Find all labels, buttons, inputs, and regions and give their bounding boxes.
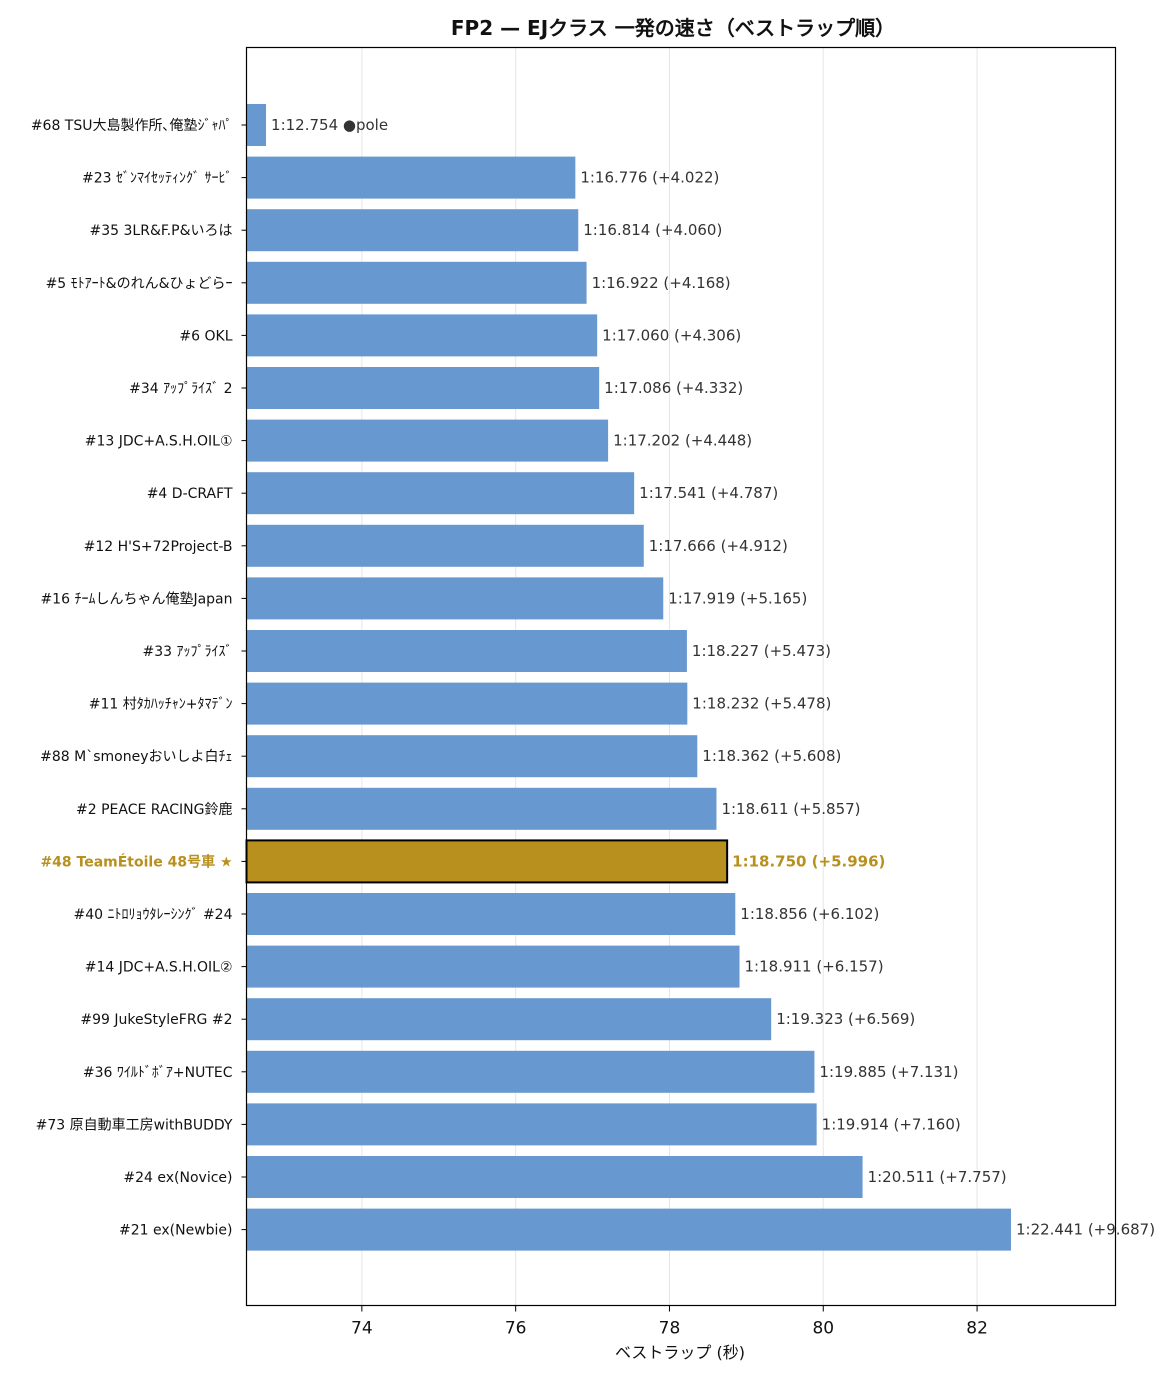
bar <box>246 787 717 830</box>
bars <box>245 104 1011 1251</box>
bar-highlight <box>245 839 729 884</box>
y-tick-label: #40 ﾆﾄﾛﾘｮｳﾀﾚｰｼﾝｸﾞ #24 <box>74 907 233 923</box>
y-tick-label: #16 ﾁｰﾑしんちゃん俺塾Japan <box>40 591 232 607</box>
data-label: 1:19.885 (+7.131) <box>819 1063 958 1081</box>
data-label: 1:17.919 (+5.165) <box>668 589 807 607</box>
data-label: 1:18.611 (+5.857) <box>721 800 860 818</box>
data-label: 1:12.754 ●pole <box>271 116 388 134</box>
bar <box>246 156 576 199</box>
bar <box>246 472 635 515</box>
y-tick-label: #88 M`smoneyおいしよ白ﾁｪ <box>40 749 232 765</box>
data-label: 1:17.666 (+4.912) <box>649 537 788 555</box>
data-label: 1:22.441 (+9.687) <box>1016 1221 1155 1239</box>
bar <box>246 367 600 409</box>
grid-lines <box>361 47 978 1306</box>
plot-frame <box>245 46 1117 1307</box>
bar <box>246 261 587 304</box>
y-tick-label: #6 OKL <box>179 328 232 344</box>
x-tick-label: 74 <box>351 1319 373 1339</box>
bar <box>246 524 644 567</box>
y-tick-label: #14 JDC+A.S.H.OIL② <box>85 960 233 976</box>
y-tick-label: #2 PEACE RACING鈴鹿 <box>76 801 233 818</box>
bar <box>246 1103 817 1146</box>
y-tick-label: #34 ｱｯﾌﾟﾗｲｽﾞ 2 <box>129 381 232 397</box>
y-tick-label: #4 D-CRAFT <box>147 486 233 502</box>
data-label: 1:18.750 (+5.996) <box>732 852 885 870</box>
bar <box>246 682 688 725</box>
chart-title: FP2 — EJクラス 一発の速さ（ベストラップ順） <box>451 16 895 40</box>
y-tick-label: #73 原自動車工房withBUDDY <box>36 1116 233 1133</box>
y-tick-labels: #68 TSU大島製作所､俺塾ｼﾞｬﾊﾟ #23 ｾﾞﾝﾏｲｾｯﾃｨﾝｸﾞ ｻｰﾋ… <box>31 118 247 1239</box>
data-label: 1:20.511 (+7.757) <box>868 1168 1007 1186</box>
bar <box>246 577 664 620</box>
data-label: 1:18.232 (+5.478) <box>692 695 831 713</box>
bar <box>246 630 687 672</box>
data-label: 1:18.362 (+5.608) <box>702 747 841 765</box>
y-tick-label: #21 ex(Newbie) <box>119 1223 233 1239</box>
data-label: 1:16.776 (+4.022) <box>580 169 719 187</box>
y-tick-label: #35 3LR&F.P&いろは <box>90 223 233 239</box>
y-tick-label: #24 ex(Novice) <box>123 1170 232 1186</box>
bar <box>246 1050 815 1093</box>
x-tick-label: 80 <box>812 1319 834 1339</box>
y-tick-label: #48 TeamÉtoile 48号車 ★ <box>40 853 232 870</box>
y-tick-label: #11 村ﾀｶﾊｯﾁｬﾝ+ﾀﾏﾃﾞﾝ <box>89 697 233 713</box>
data-label: 1:17.202 (+4.448) <box>613 432 752 450</box>
y-tick-label: #13 JDC+A.S.H.OIL① <box>85 434 233 450</box>
data-label: 1:16.922 (+4.168) <box>592 274 731 292</box>
y-tick-label: #5 ﾓﾄｱｰﾄ&のれん&ひょどらｰ <box>46 276 233 292</box>
data-label: 1:18.227 (+5.473) <box>692 642 831 660</box>
data-label: 1:18.856 (+6.102) <box>740 905 879 923</box>
data-label: 1:18.911 (+6.157) <box>745 958 884 976</box>
y-tick-label: #99 JukeStyleFRG #2 <box>80 1012 232 1028</box>
x-tick-label: 82 <box>966 1319 988 1339</box>
x-tick-label: 76 <box>505 1319 527 1339</box>
bar <box>246 1208 1011 1251</box>
data-label: 1:19.323 (+6.569) <box>776 1010 915 1028</box>
x-tick-labels: 74 76 78 80 82 <box>351 1305 988 1339</box>
bar <box>246 419 609 462</box>
data-label: 1:17.086 (+4.332) <box>604 379 743 397</box>
bar <box>246 735 698 778</box>
x-tick-label: 78 <box>659 1319 681 1339</box>
data-label: 1:19.914 (+7.160) <box>822 1115 961 1133</box>
y-tick-label: #36 ﾜｲﾙﾄﾞﾎﾞｱ+NUTEC <box>83 1065 233 1081</box>
y-tick-label: #23 ｾﾞﾝﾏｲｾｯﾃｨﾝｸﾞ ｻｰﾋﾞ <box>82 171 232 187</box>
bar <box>246 998 772 1041</box>
y-tick-label: #12 H'S+72Project-B <box>84 539 233 555</box>
bar <box>246 209 579 252</box>
bar <box>246 314 598 357</box>
y-tick-label: #68 TSU大島製作所､俺塾ｼﾞｬﾊﾟ <box>31 118 233 134</box>
x-axis-label: ベストラップ (秒) <box>615 1343 745 1362</box>
bar <box>246 1156 863 1198</box>
data-labels: 1:12.754 ●pole 1:16.776 (+4.022) 1:16.814 … <box>271 116 1155 1239</box>
data-label: 1:17.060 (+4.306) <box>602 326 741 344</box>
bar <box>246 104 267 146</box>
data-label: 1:17.541 (+4.787) <box>639 484 778 502</box>
y-tick-label: #33 ｱｯﾌﾟﾗｲｽﾞ <box>143 644 233 660</box>
data-label: 1:16.814 (+4.060) <box>583 221 722 239</box>
bar <box>246 893 736 935</box>
bar <box>246 945 740 988</box>
